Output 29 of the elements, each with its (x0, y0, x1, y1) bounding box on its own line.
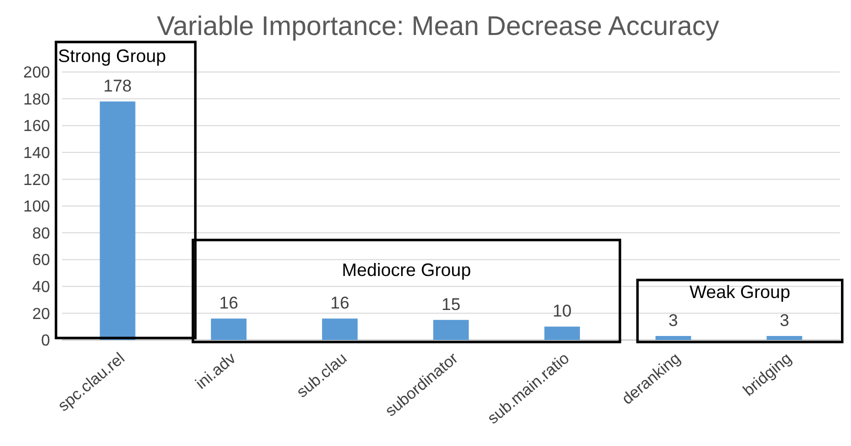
bar (433, 320, 469, 340)
data-label: 3 (668, 310, 678, 330)
data-label: 178 (103, 76, 132, 96)
text: Strong Group (58, 46, 166, 66)
data-label: 16 (219, 294, 238, 313)
y-tick-label: 200 (23, 64, 50, 82)
y-tick-label: 20 (32, 306, 50, 323)
data-label: 3 (780, 310, 790, 330)
y-tick-label: 100 (23, 198, 50, 216)
bar (766, 336, 802, 340)
y-tick-label: 180 (23, 91, 50, 108)
y-tick-label: 60 (32, 252, 50, 270)
annotation: Weak Group (690, 282, 790, 302)
y-tick-label: 160 (23, 118, 50, 136)
data-label: 10 (552, 302, 572, 321)
bar (322, 318, 358, 340)
y-tick-label: 120 (23, 172, 50, 189)
y-tick-label: 140 (23, 145, 50, 162)
bar (544, 326, 580, 340)
bar (656, 336, 692, 340)
annotation: Mediocre Group (342, 260, 471, 280)
chart-title: Variable Importance: Mean Decrease Accuracy (156, 11, 720, 41)
y-tick-label: 0 (41, 332, 50, 350)
bar (100, 101, 136, 340)
y-tick-label: 80 (32, 225, 50, 242)
bar (210, 318, 246, 340)
data-label: 16 (330, 294, 350, 313)
y-tick-label: 40 (32, 279, 50, 296)
data-label: 15 (442, 294, 460, 314)
